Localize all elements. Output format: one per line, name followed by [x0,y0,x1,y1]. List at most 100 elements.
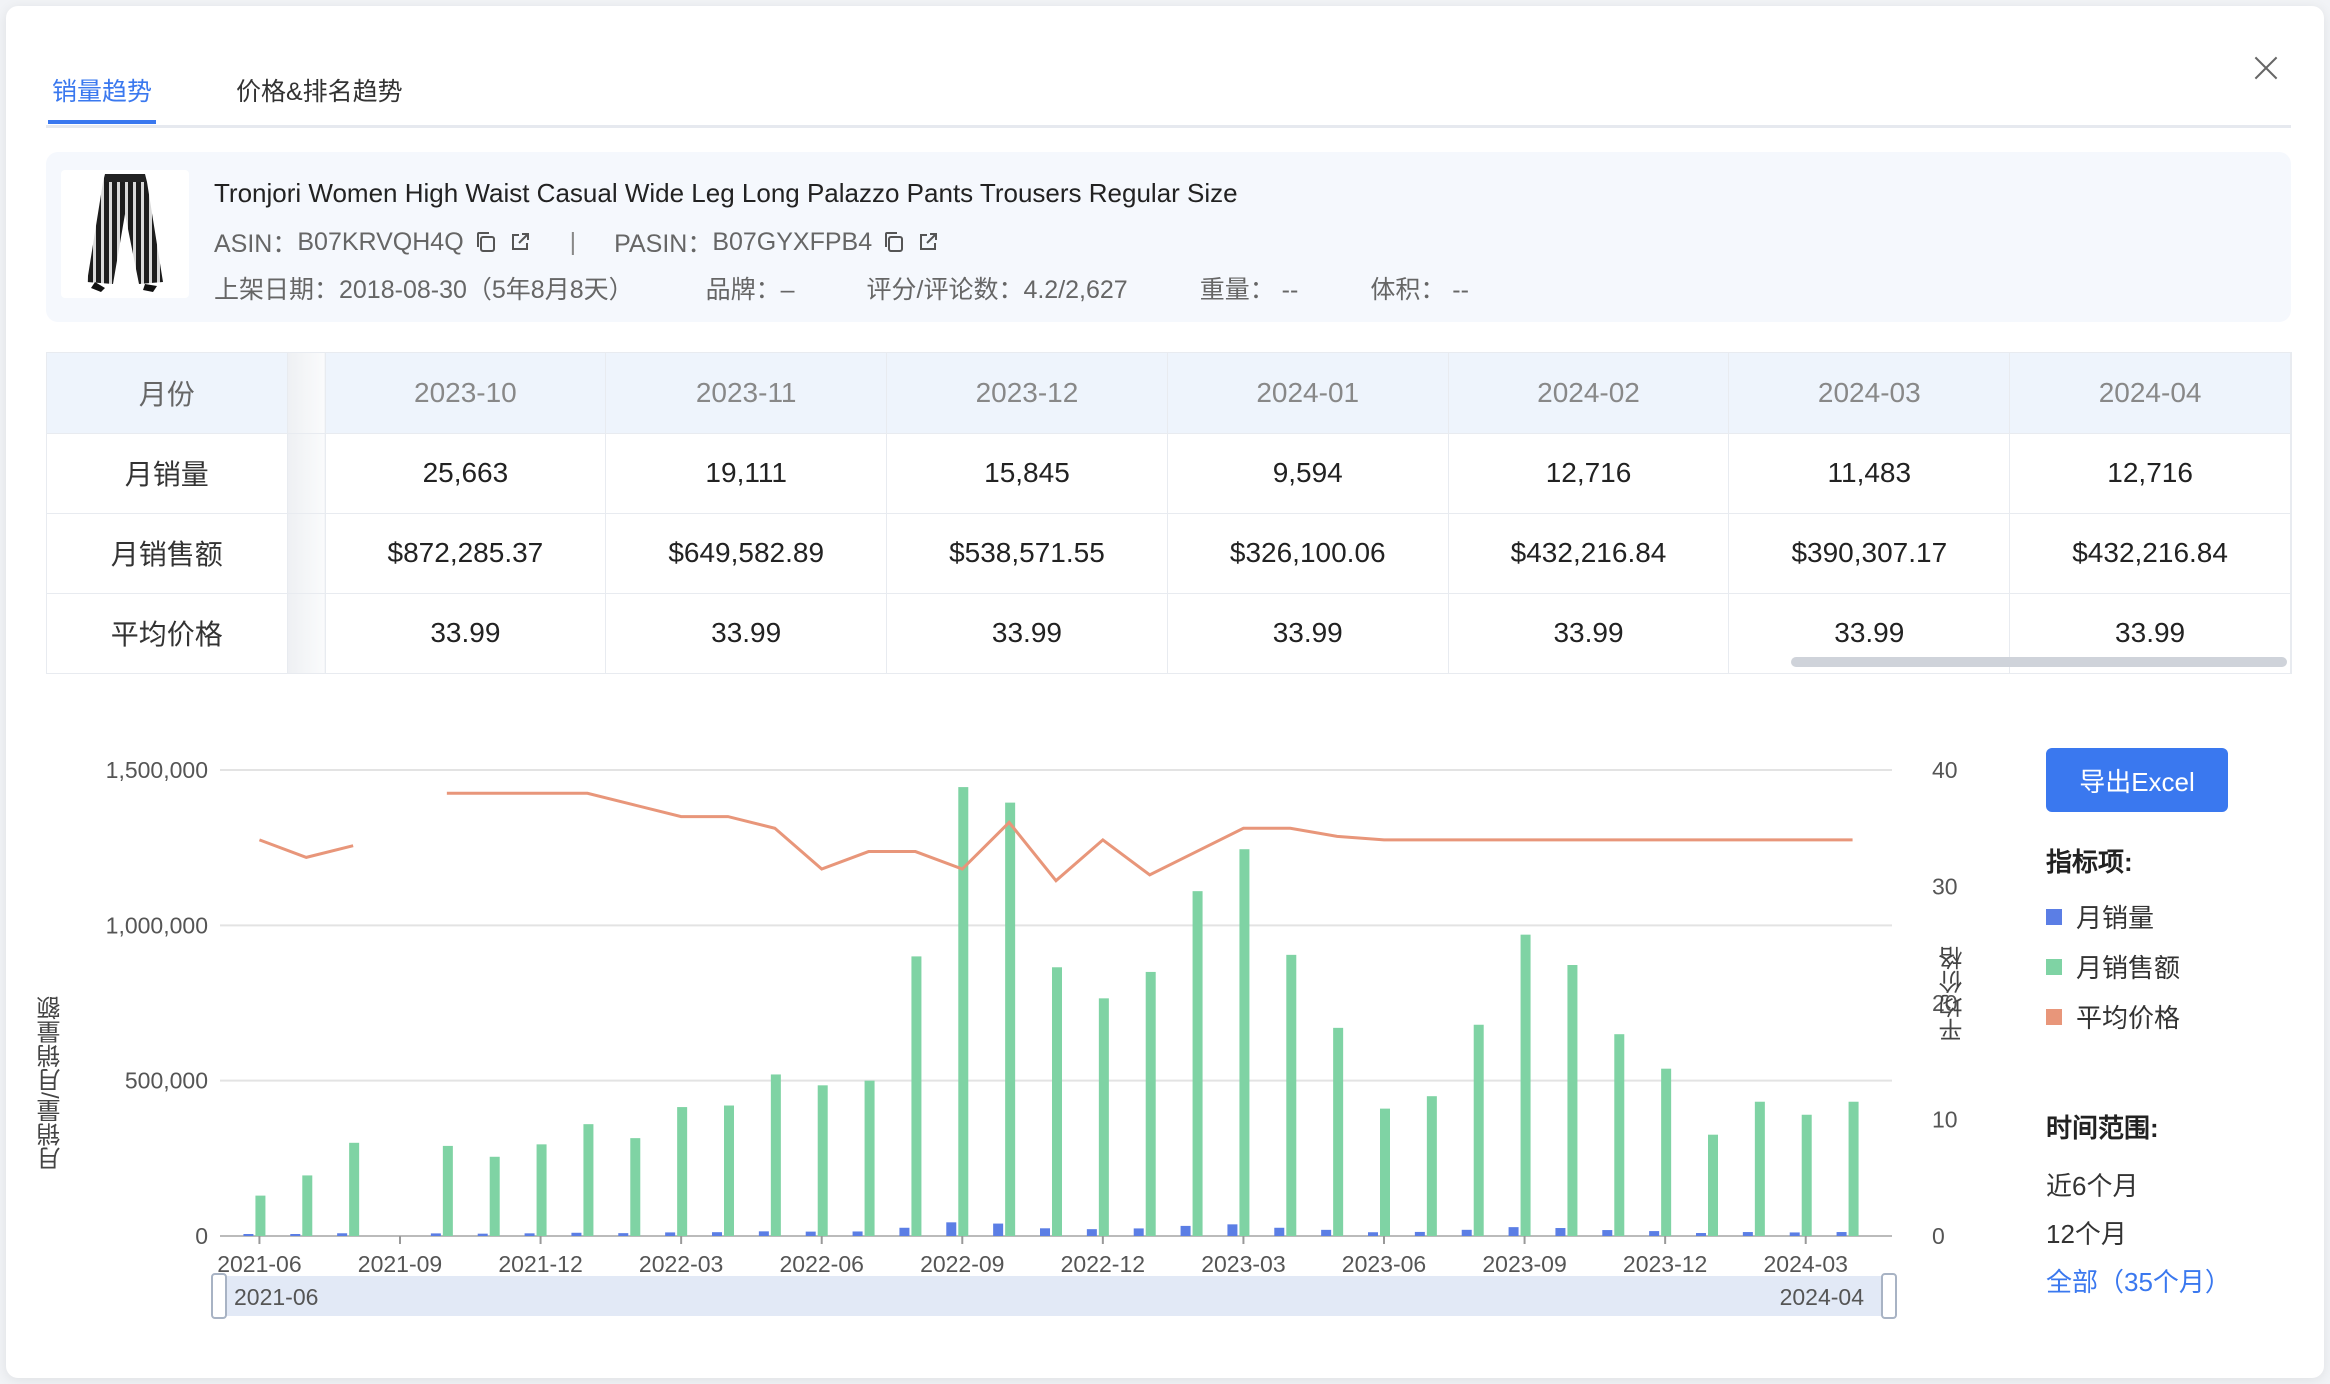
zoom-start-label: 2021-06 [234,1284,318,1310]
sales-bar [243,1234,254,1236]
sales-bar [1274,1227,1285,1236]
sales-bar [337,1233,348,1236]
y-left-tick-label: 0 [195,1223,208,1249]
tab-sales-trend[interactable]: 销量趋势 [47,72,157,124]
copy-icon[interactable] [474,230,498,254]
avg-price-cell: 33.99 [325,593,607,673]
zoom-slider-track [218,1276,1890,1316]
sales-bar [1555,1228,1566,1236]
external-link-icon[interactable] [508,230,532,254]
sales-bar [1742,1232,1753,1236]
table-row: 平均价格 33.99 33.99 33.99 33.99 33.99 33.99… [47,593,2291,673]
y-left-tick-label: 500,000 [125,1068,208,1094]
sales-bar [1789,1232,1800,1236]
product-title: Tronjori Women High Waist Casual Wide Le… [214,178,1238,208]
revenue-cell: $538,571.55 [886,513,1168,594]
sales-bar [477,1233,488,1236]
sales-bar [805,1231,816,1236]
sales-bar [1086,1229,1097,1236]
revenue-bar [958,787,969,1236]
revenue-bar [1520,934,1531,1236]
revenue-bar [536,1144,547,1236]
revenue-bar [1145,971,1156,1236]
x-tick-label: 2023-12 [1623,1251,1707,1277]
product-image[interactable] [61,170,189,298]
x-tick-label: 2023-03 [1201,1251,1285,1277]
revenue-bar [630,1138,641,1236]
close-icon[interactable] [2248,50,2284,86]
id-separator: | [569,227,577,256]
sales-cell: 15,845 [886,433,1168,514]
revenue-cell: $432,216.84 [1448,513,1730,594]
y-left-tick-label: 1,500,000 [106,757,208,783]
frozen-column-shadow [287,433,326,514]
sales-bar [430,1233,441,1236]
frozen-column-shadow [287,513,326,594]
asin-label: ASIN： [214,230,298,258]
y-right-tick-label: 20 [1932,990,1958,1016]
legend-swatch [2046,908,2062,925]
listing-date: 上架日期：2018-08-30（5年8月8天） [214,276,634,304]
pasin-label: PASIN： [614,230,713,258]
table-horizontal-scrollbar[interactable] [1791,657,2287,667]
copy-icon[interactable] [882,230,906,254]
right-axis-label: 平均价格 [1940,946,1967,1042]
x-tick-label: 2022-06 [780,1251,864,1277]
avg-price-cell: 33.99 [605,593,888,673]
month-cell: 2024-01 [1167,353,1449,434]
legend-label: 月销售额 [2076,953,2181,983]
frozen-column-shadow [287,353,326,434]
revenue-bar [1098,998,1109,1236]
monthly-data-table: 月份 2023-10 2023-11 2023-12 2024-01 2024-… [46,352,2292,674]
revenue-bar [1052,967,1062,1236]
zoom-handle-left [211,1273,227,1319]
sales-bar [1461,1229,1472,1236]
weight: 重量： -- [1199,276,1299,304]
sales-bar [1508,1227,1519,1236]
revenue-cell: $872,285.37 [325,513,607,594]
chart-canvas: 0 500,000 1,000,000 1,500,000 0 10 20 30 40 2021-… [106,757,1958,1319]
avg-price-line [258,838,354,859]
legend-monthly-sales[interactable]: 月销量 [2046,898,2154,935]
left-axis-label: 月销量/月销量额 [38,996,65,1171]
revenue-bar [677,1107,688,1236]
revenue-bar [1614,1034,1625,1236]
rating: 评分/评论数：4.2/2,627 [866,276,1128,304]
sales-bar [899,1227,910,1236]
table-row: 月销售额 $872,285.37 $649,582.89 $538,571.55… [47,513,2291,594]
legend-avg-price[interactable]: 平均价格 [2046,998,2180,1035]
revenue-bar [442,1145,453,1236]
range-12-months[interactable]: 12个月 [2046,1219,2127,1249]
sales-bar [1040,1228,1050,1236]
sales-bar [1696,1233,1706,1236]
asin-value: B07KRVQH4Q [297,227,464,256]
sales-bar [290,1234,301,1236]
legend-label: 月销量 [2076,903,2155,933]
legend-swatch [2046,958,2062,975]
product-meta: 上架日期：2018-08-30（5年8月8天） 品牌：– 评分/评论数：4.2/… [214,270,1541,306]
revenue-bar [770,1074,781,1236]
revenue-cell: $390,307.17 [1728,513,2011,594]
range-all[interactable]: 全部（35个月） [2046,1267,2231,1297]
revenue-bar [1333,1027,1344,1236]
sales-bar [1649,1231,1660,1236]
month-cell: 2023-12 [886,353,1168,434]
revenue-bar [1426,1096,1437,1236]
sales-bar [571,1232,582,1236]
sales-bar [1414,1231,1425,1236]
sales-cell: 12,716 [1448,433,1730,514]
table-row: 月份 2023-10 2023-11 2023-12 2024-01 2024-… [47,353,2291,434]
legend-monthly-revenue[interactable]: 月销售额 [2046,948,2180,985]
tab-price-rank-trend[interactable]: 价格&排名趋势 [236,78,403,106]
y-right-tick-label: 0 [1932,1223,1945,1249]
range-6-months[interactable]: 近6个月 [2046,1171,2139,1201]
x-tick-label: 2022-03 [639,1251,723,1277]
row-header-sales: 月销量 [47,433,288,514]
external-link-icon[interactable] [916,230,940,254]
revenue-bar [1286,954,1297,1236]
sales-bar [1836,1232,1847,1236]
sales-cell: 25,663 [325,433,607,514]
revenue-bar [1239,849,1250,1236]
export-excel-button[interactable]: 导出Excel [2046,748,2228,812]
revenue-bar [864,1080,875,1236]
